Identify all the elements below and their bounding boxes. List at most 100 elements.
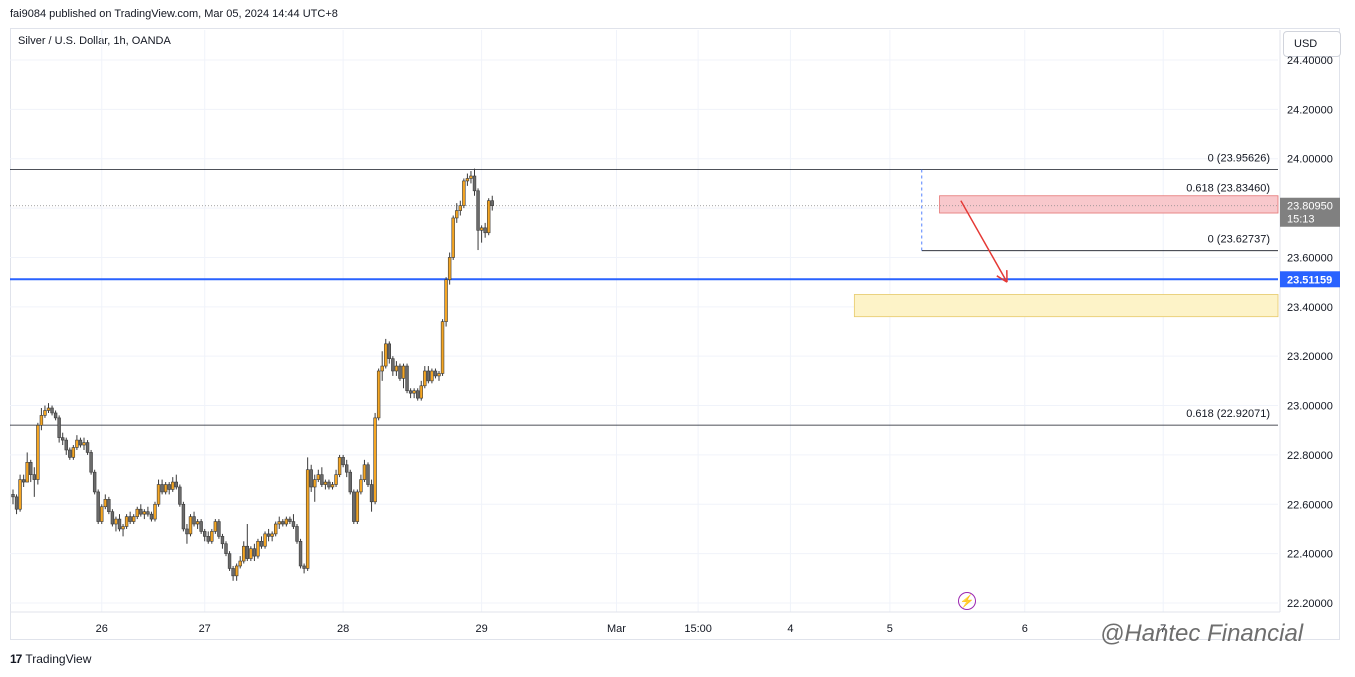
y-tick-label: 23.20000 bbox=[1287, 351, 1333, 363]
candle bbox=[68, 449, 72, 458]
candle bbox=[391, 358, 395, 372]
candle bbox=[465, 178, 470, 182]
chart-frame bbox=[10, 28, 1340, 640]
candle bbox=[266, 533, 271, 537]
candle bbox=[11, 494, 15, 498]
price-chart[interactable]: 0 (23.95626) 0.618 (23.83460) 0 (23.62737)… bbox=[0, 0, 1355, 640]
candle bbox=[362, 464, 367, 480]
candle bbox=[217, 521, 221, 537]
x-tick-label: 5 bbox=[887, 623, 893, 635]
candle bbox=[149, 513, 154, 520]
last-price-tag bbox=[1280, 197, 1340, 227]
candle bbox=[486, 200, 491, 234]
candle bbox=[302, 565, 306, 569]
countdown-label: 15:13 bbox=[1287, 214, 1315, 226]
candle bbox=[139, 508, 143, 515]
brand[interactable]: 17 TradingView bbox=[10, 652, 91, 666]
candle bbox=[327, 481, 331, 488]
candle bbox=[469, 175, 473, 179]
candle bbox=[398, 365, 402, 379]
candle bbox=[440, 321, 445, 374]
candle bbox=[156, 484, 161, 505]
level-label: 0 (23.62737) bbox=[1208, 234, 1270, 246]
candle bbox=[18, 479, 22, 510]
candle bbox=[224, 543, 228, 554]
candle bbox=[128, 516, 132, 522]
candle bbox=[171, 481, 175, 490]
candle bbox=[124, 516, 129, 527]
candle bbox=[423, 370, 427, 387]
support-zone bbox=[853, 294, 1279, 318]
candles bbox=[11, 168, 494, 581]
candle bbox=[178, 486, 182, 505]
y-tick-label: 22.60000 bbox=[1287, 499, 1333, 511]
candle bbox=[213, 521, 218, 532]
candle bbox=[32, 474, 37, 480]
candle bbox=[252, 548, 257, 557]
candle bbox=[334, 474, 338, 485]
candle bbox=[234, 565, 239, 577]
candle bbox=[29, 462, 33, 475]
candle bbox=[316, 474, 320, 480]
currency-button[interactable]: USD bbox=[1283, 31, 1341, 57]
candle bbox=[288, 518, 292, 522]
level-label: 0.618 (22.92071) bbox=[1186, 408, 1270, 420]
candle bbox=[305, 469, 310, 569]
candle bbox=[82, 442, 86, 446]
brand-label: TradingView bbox=[25, 652, 92, 666]
candle bbox=[401, 365, 406, 379]
candle bbox=[142, 511, 147, 515]
candle bbox=[39, 415, 44, 426]
candle bbox=[437, 373, 441, 377]
candle bbox=[249, 548, 253, 559]
candle bbox=[320, 474, 324, 485]
candle bbox=[419, 385, 423, 399]
x-tick-label: 26 bbox=[96, 623, 108, 635]
candle bbox=[426, 370, 431, 382]
candle bbox=[135, 508, 139, 517]
candle bbox=[220, 536, 225, 545]
candle bbox=[75, 439, 79, 448]
y-tick-label: 24.20000 bbox=[1287, 104, 1333, 116]
candle bbox=[100, 506, 104, 522]
candle bbox=[341, 457, 345, 466]
candle bbox=[46, 407, 51, 411]
candle bbox=[444, 279, 448, 322]
candle bbox=[163, 484, 168, 493]
candle bbox=[117, 518, 122, 530]
y-tick-label: 22.20000 bbox=[1287, 598, 1333, 610]
candle bbox=[245, 545, 249, 559]
candle bbox=[192, 516, 196, 525]
x-tick-label: 29 bbox=[475, 623, 487, 635]
key-level-tag-label: 23.51159 bbox=[1287, 274, 1332, 286]
candle bbox=[181, 503, 186, 530]
candle bbox=[330, 484, 335, 488]
level-label: 0 (23.95626) bbox=[1208, 153, 1270, 165]
candle bbox=[479, 227, 484, 231]
candle bbox=[89, 452, 93, 473]
lightning-icon[interactable]: ⚡ bbox=[958, 592, 976, 610]
candle bbox=[462, 180, 466, 206]
candle bbox=[490, 200, 494, 206]
resistance-zone bbox=[939, 195, 1279, 214]
candle bbox=[195, 521, 200, 525]
candle bbox=[344, 464, 349, 473]
grid bbox=[10, 30, 1278, 612]
candle bbox=[103, 499, 108, 508]
candle bbox=[238, 560, 242, 567]
candle bbox=[210, 531, 214, 542]
candle bbox=[107, 499, 111, 512]
candle bbox=[284, 518, 289, 525]
tradingview-logo-icon: 17 bbox=[10, 652, 22, 666]
candle bbox=[291, 521, 296, 527]
symbol-title[interactable]: Silver / U.S. Dollar, 1h, OANDA bbox=[18, 35, 171, 47]
candle bbox=[25, 462, 29, 483]
candle bbox=[160, 484, 164, 493]
candle bbox=[455, 210, 459, 219]
arrow-head bbox=[996, 275, 1008, 283]
candle bbox=[309, 469, 313, 488]
y-tick-label: 24.40000 bbox=[1287, 55, 1333, 67]
candle bbox=[185, 528, 189, 535]
candle bbox=[92, 471, 97, 493]
candle bbox=[472, 175, 477, 192]
